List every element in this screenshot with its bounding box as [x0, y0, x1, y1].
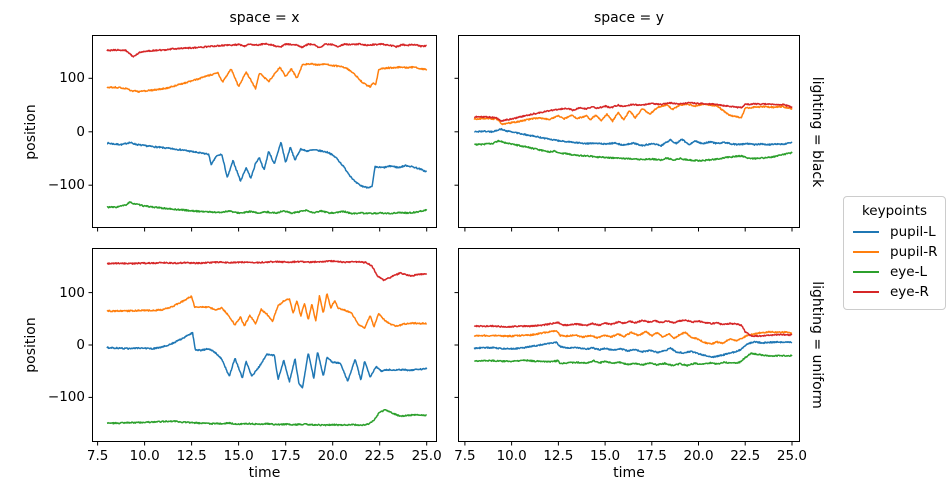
- series-line-pupil-L: [473, 340, 793, 359]
- x-tick-label: 25.0: [776, 448, 807, 464]
- legend-line-swatch-eye-R: [853, 291, 879, 293]
- series-line-pupil-L: [106, 331, 428, 389]
- series-line-pupil-R: [473, 329, 793, 345]
- facet-panel-x-uniform: [88, 248, 437, 446]
- x-tick-label: 7.5: [86, 448, 109, 464]
- series-line-eye-L: [474, 139, 793, 162]
- facet-row-label-lighting-black: lighting = black: [809, 76, 825, 187]
- series-line-eye-L: [474, 352, 793, 367]
- series-line-eye-R: [473, 319, 793, 338]
- legend-entry-label: eye-L: [890, 264, 927, 280]
- plot-lines-group: [473, 101, 793, 162]
- x-tick-label: 20.0: [683, 448, 714, 464]
- y-tick-label: 100: [59, 70, 85, 87]
- legend-entries: pupil-L pupil-R eye-L eye-R: [851, 222, 938, 302]
- series-line-pupil-L: [474, 127, 793, 147]
- x-tick-label: 7.5: [454, 448, 476, 464]
- y-tick-label: −100: [47, 389, 85, 406]
- series-line-eye-L: [106, 201, 428, 215]
- legend-entry-eye-L: eye-L: [851, 262, 938, 282]
- legend-line-swatch-pupil-R: [853, 251, 879, 253]
- x-axis-label-left-col: time: [248, 465, 281, 481]
- facet-panel-x-black: [88, 35, 437, 232]
- legend-entry-label: pupil-R: [890, 244, 938, 260]
- legend: keypoints pupil-L pupil-R eye-L eye-R: [843, 196, 946, 310]
- y-axis-label-top-row: position: [23, 103, 39, 160]
- x-tick-label: 12.5: [543, 448, 574, 464]
- facet-row-label-lighting-uniform: lighting = uniform: [809, 281, 825, 409]
- legend-entry-eye-R: eye-R: [851, 282, 938, 302]
- legend-entry-label: eye-R: [890, 284, 929, 300]
- plot-lines-group: [473, 319, 793, 367]
- y-tick-label: −100: [47, 177, 85, 194]
- x-tick-label: 15.0: [223, 448, 254, 464]
- facet-panel-y-black: [454, 35, 800, 232]
- legend-line-swatch-pupil-L: [853, 231, 879, 233]
- series-line-eye-R: [106, 42, 427, 58]
- panel-border: [458, 35, 800, 228]
- facet-panel-y-uniform: [454, 248, 800, 446]
- tick-marks: [454, 77, 793, 232]
- x-tick-label: 22.5: [364, 448, 395, 464]
- x-tick-label: 22.5: [730, 448, 761, 464]
- series-line-eye-R: [106, 259, 428, 282]
- series-line-pupil-R: [106, 293, 428, 329]
- legend-title: keypoints: [861, 203, 928, 219]
- x-tick-label: 10.0: [496, 448, 527, 464]
- y-axis-label-bottom-row: position: [23, 317, 39, 373]
- series-line-pupil-R: [473, 102, 793, 126]
- series-line-pupil-L: [106, 141, 428, 189]
- legend-entry-pupil-R: pupil-R: [851, 242, 938, 262]
- facet-col-title-space-x: space = x: [229, 10, 300, 26]
- tick-marks: [454, 292, 793, 446]
- x-tick-label: 20.0: [317, 448, 348, 464]
- legend-entry-pupil-L: pupil-L: [851, 222, 938, 242]
- x-tick-label: 12.5: [176, 448, 207, 464]
- facet-col-title-space-y: space = y: [594, 10, 664, 26]
- legend-entry-label: pupil-L: [890, 224, 936, 240]
- tick-marks: [88, 292, 428, 446]
- panel-border: [92, 35, 437, 228]
- x-tick-label: 25.0: [411, 448, 442, 464]
- x-tick-label: 17.5: [270, 448, 301, 464]
- plot-lines-group: [106, 42, 428, 215]
- y-tick-label: 0: [76, 123, 85, 140]
- series-line-eye-L: [106, 408, 427, 427]
- x-tick-label: 15.0: [590, 448, 621, 464]
- series-line-pupil-R: [106, 62, 428, 94]
- x-axis-label-right-col: time: [613, 465, 645, 481]
- x-tick-label: 10.0: [129, 448, 160, 464]
- x-tick-label: 17.5: [636, 448, 667, 464]
- y-tick-label: 100: [59, 284, 85, 301]
- tick-marks: [88, 77, 428, 232]
- series-line-eye-R: [473, 101, 793, 122]
- panel-border: [458, 248, 800, 442]
- legend-line-swatch-eye-L: [853, 271, 879, 273]
- plot-lines-group: [106, 259, 428, 427]
- panel-border: [92, 248, 437, 442]
- y-tick-label: 0: [76, 337, 85, 353]
